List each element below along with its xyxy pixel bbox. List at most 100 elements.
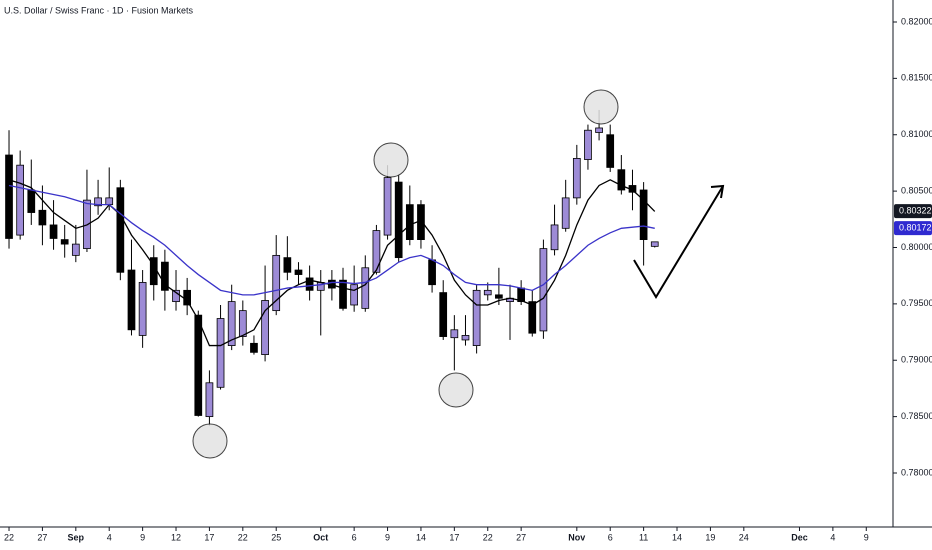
candle-body [238,310,247,337]
candle-body [261,300,269,356]
candle-body [105,197,114,206]
x-tick-label: 9 [140,532,145,542]
candle-body [216,318,225,388]
candle-body [60,239,69,245]
candle-body [383,177,392,236]
x-tick-label: Oct [313,532,328,542]
x-tick-label: Sep [68,532,85,542]
y-tick-label: 0.80500 [901,185,932,195]
x-tick-label: 19 [705,532,715,542]
x-tick-label: 25 [271,532,281,542]
candle-body [272,254,281,312]
candle-body [461,335,470,341]
candle-body [205,382,214,418]
moving-average [8,184,655,296]
y-tick-label: 0.78000 [901,467,932,477]
x-tick-label: Nov [568,532,585,542]
x-tick-label: Dec [791,532,808,542]
chart-title: U.S. Dollar / Swiss Franc · 1D · Fusion … [4,5,194,15]
candle-body [27,189,36,213]
y-tick-label: 0.81000 [901,129,932,139]
x-tick-label: 4 [830,532,835,542]
candle-body [561,197,570,229]
candle-body [572,158,581,199]
candle-body [283,257,292,273]
highlight-circle [192,423,228,459]
highlight-circle [438,372,474,408]
candle-body [294,269,303,275]
candle-body [161,261,169,291]
price-tag [894,204,932,219]
marks: 0.78000 0.78500 0.79000 0.79500 0.80000 0.805… [4,16,932,542]
candle-body [116,187,125,273]
x-tick-label: 6 [608,532,613,542]
candle-body [127,269,136,331]
x-tick-label: 9 [385,532,390,542]
price-tag-label: 0.80172 [899,222,932,232]
y-tick-label: 0.82000 [901,16,932,26]
x-tick-label: 22 [4,532,14,542]
price-tag-label: 0.80322 [899,206,932,216]
candle-body [71,243,80,256]
y-tick-label: 0.78500 [901,411,932,421]
candle-body [183,289,192,306]
candle-body [227,301,236,346]
candle-body [16,164,25,236]
projection-arrow [633,184,725,299]
candle-body [439,292,448,337]
x-tick-label: 27 [37,532,47,542]
y-tick-label: 0.81500 [901,73,932,83]
x-tick-label: 17 [204,532,214,542]
candle-body [483,289,492,296]
x-tick-label: 22 [238,532,248,542]
candle-body [639,189,648,240]
candle-body [339,279,347,309]
candle-body [49,224,58,239]
annotations [192,89,619,459]
y-tick-label: 0.80000 [901,242,932,252]
x-tick-label: 4 [107,532,112,542]
candle-body [361,267,370,309]
arrow-head [710,184,725,199]
y-tick-label: 0.79500 [901,298,932,308]
x-tick-label: 14 [416,532,426,542]
candle-body [417,204,425,240]
x-tick-label: 11 [639,532,648,542]
candle-body [606,134,615,168]
candle-body [394,181,403,259]
candle-body [405,204,414,240]
candle-body [250,342,258,353]
candle-body [172,289,180,303]
candle-body [650,241,659,247]
highlight-circle [583,89,619,125]
candle-body [539,248,548,332]
y-tick-label: 0.79000 [901,355,932,365]
candle-body [472,289,481,346]
candle-body [550,224,559,251]
x-tick-label: 12 [171,532,181,542]
candle-body [305,277,314,291]
x-tick-label: 9 [864,532,869,542]
candle-body [495,294,503,299]
x-tick-label: 17 [449,532,459,542]
candle-body [428,259,436,286]
candle-body [5,154,13,239]
candle-body [38,209,47,226]
candle-body [372,230,381,273]
x-tick-label: 6 [352,532,357,542]
x-tick-label: 27 [516,532,526,542]
highlight-circle [373,142,409,178]
x-tick-label: 24 [739,532,749,542]
x-tick-label: 14 [672,532,682,542]
candle-body [94,197,102,207]
price-tag [894,221,932,236]
candle-body [138,282,147,336]
x-tick-label: 22 [483,532,493,542]
candle-body [595,127,603,133]
candle-body [194,314,203,416]
candle-body [350,284,359,306]
candle-body [617,169,626,191]
candle-body [528,301,537,334]
